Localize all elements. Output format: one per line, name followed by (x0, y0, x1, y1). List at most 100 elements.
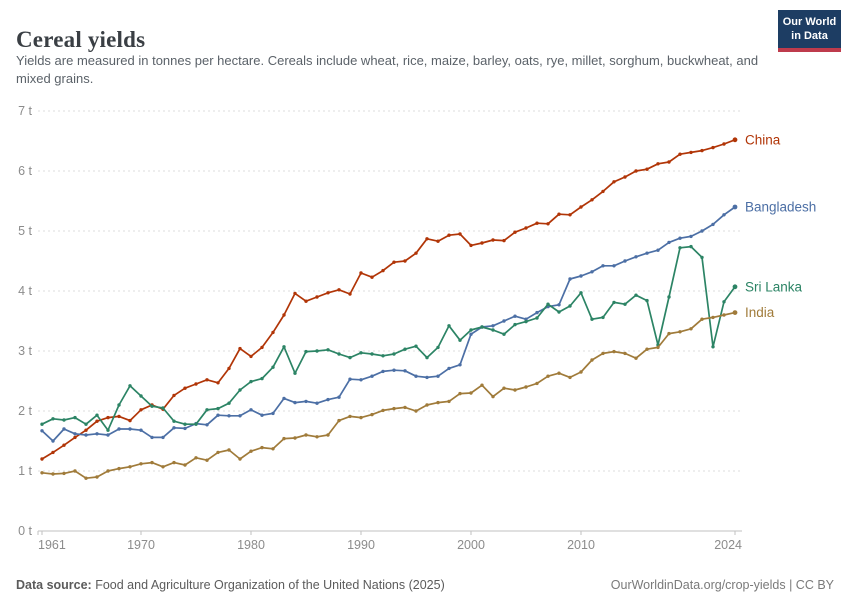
data-point (469, 328, 473, 332)
data-point (535, 310, 539, 315)
data-point (238, 388, 242, 392)
data-point (436, 374, 440, 378)
entity-label-china[interactable]: China (745, 132, 781, 147)
data-point (304, 399, 308, 404)
data-point (150, 460, 154, 465)
data-point (293, 371, 297, 375)
data-point (557, 303, 561, 307)
data-point (425, 237, 429, 241)
data-source-text: Food and Agriculture Organization of the… (95, 578, 445, 592)
data-point (326, 397, 330, 402)
data-point (656, 248, 660, 252)
data-point (293, 400, 297, 405)
data-point (40, 429, 44, 433)
entity-label-bangladesh[interactable]: Bangladesh (745, 200, 816, 215)
data-point (513, 322, 517, 327)
data-point (623, 259, 627, 263)
data-point (337, 288, 341, 292)
data-point (590, 198, 594, 202)
series-bangladesh[interactable]: Bangladesh (40, 200, 816, 443)
data-point (711, 222, 715, 227)
data-point (689, 234, 693, 239)
data-point (370, 374, 374, 378)
data-point (568, 277, 572, 281)
data-point (315, 435, 319, 439)
data-point (491, 328, 495, 332)
data-point (106, 469, 110, 473)
data-point (84, 422, 88, 426)
data-point (282, 396, 286, 401)
data-point (139, 394, 143, 398)
data-point (568, 304, 572, 308)
y-axis-tick-label: 0 t (18, 524, 32, 538)
data-point (524, 385, 528, 389)
data-point (106, 428, 110, 432)
data-point (73, 415, 77, 420)
data-point (62, 443, 66, 447)
data-point (579, 291, 583, 295)
data-point (150, 404, 154, 408)
data-point (546, 222, 550, 226)
data-point (128, 427, 132, 431)
data-point (260, 376, 264, 381)
data-point (623, 175, 627, 179)
data-point (656, 345, 660, 350)
y-axis-tick-label: 4 t (18, 284, 32, 298)
attribution-link[interactable]: OurWorldinData.org/crop-yields | CC BY (610, 578, 834, 592)
data-point (381, 268, 385, 273)
entity-label-sri-lanka[interactable]: Sri Lanka (745, 279, 803, 294)
data-point (480, 383, 484, 387)
data-point (678, 152, 682, 156)
data-point (326, 291, 330, 295)
data-point (513, 314, 517, 318)
data-point (689, 327, 693, 331)
data-point (51, 450, 55, 455)
data-point (315, 295, 319, 299)
data-point (469, 391, 473, 395)
series-india[interactable]: India (40, 305, 775, 480)
series-end-dot (732, 284, 738, 290)
data-point (51, 472, 55, 476)
data-point (249, 449, 253, 453)
data-point (601, 189, 605, 194)
data-point (414, 374, 418, 378)
chart-subtitle: Yields are measured in tonnes per hectar… (16, 53, 759, 87)
data-point (502, 319, 506, 323)
data-point (282, 436, 286, 441)
line-chart[interactable]: 0 t 1 t 2 t 3 t 4 t 5 t 6 t 7 t 1961 1970 1980 1990… (0, 95, 850, 565)
data-point (722, 300, 726, 304)
owid-logo[interactable]: Our World in Data (778, 10, 841, 52)
data-point (106, 415, 110, 420)
data-point (524, 226, 528, 230)
data-point (205, 458, 209, 462)
data-point (480, 241, 484, 245)
data-point (161, 465, 165, 469)
data-point (117, 414, 121, 419)
data-point (348, 377, 352, 381)
data-point (634, 293, 638, 297)
data-point (392, 352, 396, 356)
data-point (458, 363, 462, 367)
data-point (84, 428, 88, 432)
data-point (271, 411, 275, 416)
data-point (183, 422, 187, 426)
data-point (645, 167, 649, 171)
series-sri-lanka[interactable]: Sri Lanka (40, 244, 803, 432)
data-point (62, 418, 66, 422)
entity-label-india[interactable]: India (745, 305, 775, 320)
data-point (40, 471, 44, 475)
data-point (271, 447, 275, 451)
data-point (623, 351, 627, 356)
data-point (227, 366, 231, 371)
data-point (271, 365, 275, 369)
data-point (557, 371, 561, 375)
data-point (216, 381, 220, 385)
data-point (403, 405, 407, 410)
data-point (425, 375, 429, 380)
data-point (700, 148, 704, 153)
data-point (469, 332, 473, 336)
data-point (227, 401, 231, 405)
y-axis-tick-label: 5 t (18, 224, 32, 238)
data-point (227, 448, 231, 452)
